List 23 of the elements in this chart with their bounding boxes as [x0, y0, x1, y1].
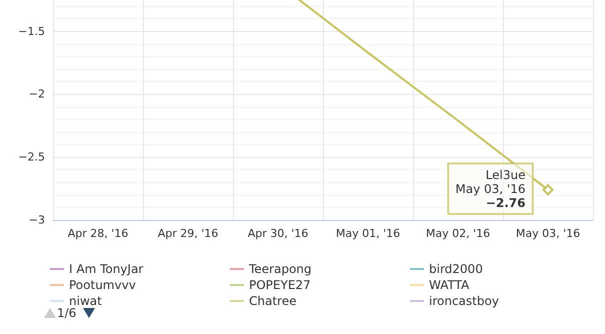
- legend-label: POPEYE27: [249, 278, 311, 292]
- legend-label: I Am TonyJar: [69, 262, 144, 276]
- category-label: May 03, '16: [455, 182, 526, 196]
- legend-label: Chatree: [249, 294, 296, 308]
- legend-label: niwat: [69, 294, 102, 308]
- legend-label: ironcastboy: [429, 294, 499, 308]
- text: 1/6: [57, 306, 76, 320]
- legend-label: bird2000: [429, 262, 483, 276]
- data-label: −2.76: [486, 196, 526, 210]
- y-tick-label: −1.5: [18, 24, 45, 38]
- y-tick-label: −2: [28, 88, 45, 101]
- legend-label: Teerapong: [248, 262, 312, 276]
- legend-label: WATTA: [429, 278, 470, 292]
- y-tick-label: −2.5: [18, 150, 45, 164]
- y-tick-label: −3: [28, 214, 45, 226]
- series-label: Lel3ue: [486, 168, 526, 182]
- x-tick-label: May 01, '16: [336, 227, 400, 240]
- x-tick-label: May 03, '16: [516, 227, 580, 240]
- legend-label: Pootumvvv: [69, 278, 136, 292]
- x-tick-label: May 02, '16: [426, 227, 490, 240]
- x-tick-label: Apr 28, '16: [68, 227, 128, 240]
- x-tick-label: Apr 29, '16: [158, 227, 218, 240]
- x-tick-label: Apr 30, '16: [248, 227, 308, 240]
